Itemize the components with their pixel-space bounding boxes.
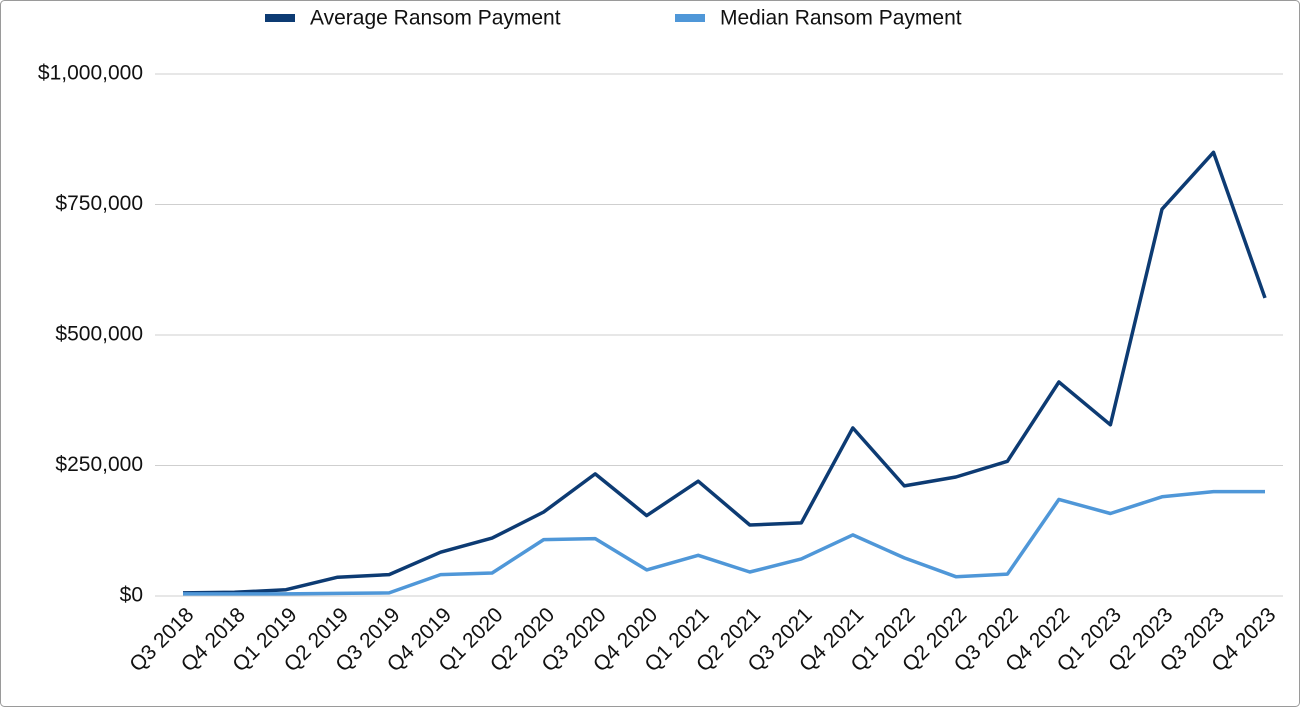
data-line bbox=[182, 150, 1267, 595]
legend-swatch bbox=[265, 14, 295, 22]
y-tick-label: $0 bbox=[120, 584, 143, 607]
legend-label: Average Ransom Payment bbox=[310, 7, 561, 30]
data-line bbox=[183, 489, 1265, 596]
y-tick-label: $750,000 bbox=[55, 192, 143, 215]
y-tick-label: $250,000 bbox=[55, 453, 143, 476]
legend-swatch bbox=[675, 14, 705, 22]
y-tick-label: $500,000 bbox=[55, 323, 143, 346]
legend-label: Median Ransom Payment bbox=[720, 7, 962, 30]
y-tick-label: $1,000,000 bbox=[38, 62, 143, 85]
